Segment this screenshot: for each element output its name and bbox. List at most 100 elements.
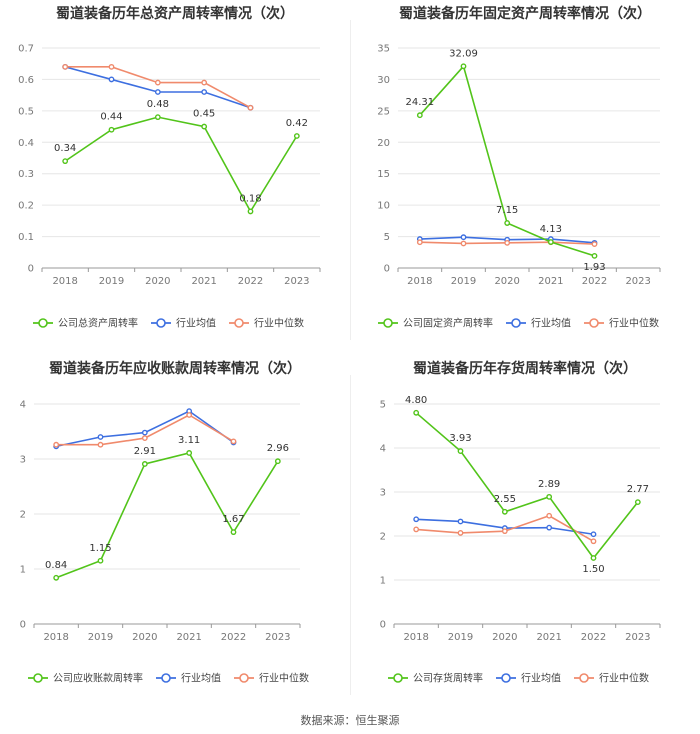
data-point	[546, 512, 553, 519]
data-point	[274, 458, 281, 465]
data-point	[53, 441, 60, 448]
data-point	[97, 557, 104, 564]
chart-title: 蜀道装备历年存货周转率情况（次）	[413, 360, 637, 377]
y-tick-label: 0	[380, 620, 386, 631]
data-point	[457, 530, 464, 536]
legend-label: 公司固定资产周转率	[403, 317, 493, 330]
x-tick-label: 2021	[191, 276, 216, 287]
chart-total-asset-turnover: 蜀道装备历年总资产周转率情况（次） 0 0.1 0.2 0.3 0.4 0.5 0.6 0.7 2…	[0, 0, 350, 350]
x-tick-label: 2020	[494, 276, 519, 287]
legend-marker	[38, 318, 48, 328]
data-point	[416, 239, 423, 246]
legend-marker	[33, 673, 43, 683]
y-tick-label: 0.7	[18, 44, 34, 55]
legend-marker	[239, 673, 249, 683]
data-label: 2.77	[627, 484, 649, 495]
data-label: 7.15	[496, 205, 518, 216]
panel-divider	[350, 20, 351, 340]
legend-marker	[501, 673, 511, 683]
data-point	[501, 508, 508, 515]
data-point	[108, 63, 115, 70]
data-point	[590, 538, 597, 545]
x-tick-label: 2020	[132, 632, 157, 643]
y-tick-label: 25	[377, 106, 390, 117]
legend-label: 行业中位数	[259, 672, 309, 685]
legend-marker	[393, 673, 403, 683]
x-tick-label: 2022	[581, 632, 606, 643]
x-tick-label: 2021	[538, 276, 563, 287]
data-point	[547, 239, 554, 245]
data-point	[62, 158, 69, 165]
data-point	[230, 529, 237, 536]
y-tick-label: 10	[377, 201, 390, 212]
data-point	[201, 89, 208, 95]
x-tick-label: 2018	[403, 632, 428, 643]
data-point	[504, 220, 511, 226]
x-tick-label: 2020	[145, 276, 170, 287]
legend-label: 行业中位数	[599, 672, 649, 685]
y-tick-label: 30	[377, 75, 390, 86]
y-tick-label: 5	[384, 232, 390, 243]
y-tick-label: 20	[377, 138, 390, 149]
data-point	[546, 524, 553, 531]
y-tick-label: 0.5	[18, 106, 34, 117]
legend-marker	[383, 318, 393, 328]
legend-label: 公司总资产周转率	[58, 317, 138, 330]
y-tick-label: 15	[377, 169, 390, 180]
data-point	[413, 526, 420, 533]
x-tick-label: 2019	[451, 276, 476, 287]
x-tick-label: 2021	[536, 632, 561, 643]
data-point	[201, 79, 208, 86]
data-point	[108, 76, 115, 83]
panel-divider	[350, 375, 351, 695]
data-point	[186, 412, 193, 418]
data-point	[186, 450, 193, 456]
data-point	[460, 234, 467, 241]
chart-title: 蜀道装备历年总资产周转率情况（次）	[56, 5, 294, 22]
data-point	[154, 89, 161, 95]
series-line	[56, 410, 234, 448]
chart-fixed-asset-turnover: 蜀道装备历年固定资产周转率情况（次） 0 5 10 15 20 25 30 35 2018 2019…	[350, 0, 700, 350]
data-point	[201, 123, 208, 130]
y-tick-label: 35	[377, 44, 390, 55]
data-label: 1.67	[222, 514, 244, 525]
data-point	[141, 435, 148, 442]
data-label: 0.48	[147, 99, 169, 110]
data-point	[591, 252, 598, 259]
data-point	[247, 208, 254, 215]
data-label: 0.34	[54, 143, 76, 154]
data-point	[141, 461, 148, 467]
legend-label: 行业均值	[531, 317, 571, 330]
data-label: 0.45	[193, 109, 215, 120]
legend-marker	[234, 318, 244, 328]
data-point	[591, 241, 598, 248]
data-point	[590, 555, 597, 561]
data-label: 2.91	[134, 446, 156, 457]
x-tick-label: 2018	[407, 276, 432, 287]
y-tick-label: 1	[20, 565, 26, 576]
data-label: 4.80	[405, 395, 427, 406]
chart-svg: 蜀道装备历年总资产周转率情况（次） 0 0.1 0.2 0.3 0.4 0.5 0.6 0.7 2…	[18, 5, 321, 330]
data-label: 3.11	[178, 435, 200, 446]
data-label: 0.44	[100, 112, 122, 123]
y-tick-label: 1	[380, 576, 386, 587]
y-tick-label: 0.1	[18, 232, 34, 243]
x-tick-label: 2023	[625, 276, 650, 287]
legend-label: 行业均值	[181, 672, 221, 685]
x-tick-label: 2019	[99, 276, 124, 287]
x-tick-label: 2021	[176, 632, 201, 643]
data-label: 4.13	[540, 224, 562, 235]
y-tick-label: 0.4	[18, 138, 34, 149]
data-point	[460, 63, 467, 70]
legend-label: 公司存货周转率	[413, 672, 483, 685]
chart-svg: 蜀道装备历年存货周转率情况（次） 0 1 2 3 4 5 2018 2019 2020 2021 20…	[380, 360, 661, 685]
data-point	[154, 114, 161, 121]
data-point	[460, 240, 467, 247]
y-tick-label: 2	[380, 532, 386, 543]
chart-svg: 蜀道装备历年固定资产周转率情况（次） 0 5 10 15 20 25 30 35 2018 2019…	[377, 5, 661, 330]
x-tick-label: 2022	[582, 276, 607, 287]
y-tick-label: 3	[20, 455, 26, 466]
data-point	[546, 493, 553, 500]
data-point	[141, 429, 148, 436]
data-label: 1.50	[582, 564, 604, 575]
